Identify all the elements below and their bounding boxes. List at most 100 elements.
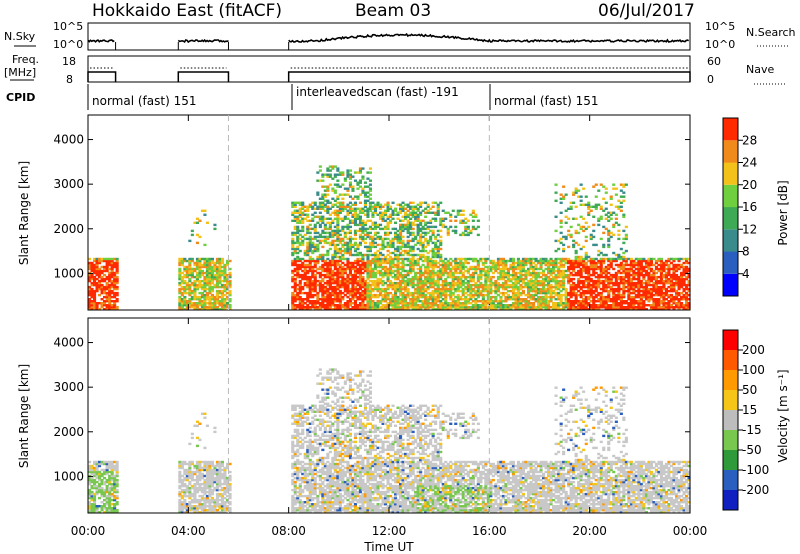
power-cell (481, 295, 485, 299)
power-cell (411, 285, 415, 289)
power-cell (532, 257, 536, 261)
power-cell (343, 217, 347, 220)
power-cell (431, 229, 435, 233)
power-cell (549, 273, 553, 277)
power-cell (632, 285, 636, 289)
power-cell (356, 217, 360, 220)
power-cell (451, 275, 455, 279)
power-cell (328, 227, 332, 231)
power-cell (597, 259, 601, 263)
power-cell (366, 257, 370, 261)
power-cell (220, 285, 224, 289)
power-cell (363, 263, 367, 267)
power-cell (338, 295, 342, 299)
power-cell (431, 265, 435, 269)
power-cell (424, 249, 428, 253)
power-cell (363, 209, 367, 212)
power-cell (368, 203, 372, 206)
power-cell (301, 219, 305, 222)
power-cell (318, 239, 322, 243)
power-cell (311, 237, 315, 241)
power-cell (328, 277, 332, 281)
power-cell (639, 306, 643, 309)
power-cell (439, 217, 443, 220)
power-cell (371, 271, 375, 275)
power-cell (318, 179, 322, 182)
power-cell (311, 306, 315, 309)
power-cell (326, 189, 330, 192)
power-cell (386, 295, 390, 299)
power-cell (579, 295, 583, 299)
power-cell (399, 289, 403, 293)
power-cell (190, 271, 194, 275)
power-cell (108, 277, 112, 281)
power-cell (338, 257, 342, 261)
power-cell (178, 287, 182, 291)
power-cell (446, 267, 450, 271)
power-cell (411, 247, 415, 251)
power-cell (426, 261, 430, 265)
power-cell (464, 302, 468, 305)
power-cell (491, 283, 495, 287)
power-cell (328, 207, 332, 210)
power-cell (308, 237, 312, 241)
power-cell (559, 201, 563, 204)
power-cell (624, 285, 628, 289)
power-cell (293, 211, 297, 214)
power-cell (371, 215, 375, 218)
power-cell (356, 283, 360, 287)
power-cell (328, 223, 332, 227)
power-cell (584, 289, 588, 293)
noise-line (177, 38, 229, 44)
power-cell (554, 261, 558, 265)
power-cell (527, 304, 531, 307)
power-cell (178, 259, 182, 263)
power-cell (218, 259, 222, 263)
power-cell (652, 263, 656, 267)
power-cell (394, 300, 398, 303)
power-cell (113, 265, 117, 269)
power-cell (316, 279, 320, 283)
power-cell (394, 263, 398, 267)
power-cell (291, 203, 295, 206)
power-cell (461, 281, 465, 285)
power-cell (203, 261, 207, 265)
power-cell (368, 300, 372, 303)
power-cell (419, 211, 423, 214)
power-cell (331, 302, 335, 305)
power-cell (459, 308, 463, 311)
power-cell (521, 259, 525, 263)
power-cell (346, 187, 350, 190)
power-cell (333, 239, 337, 243)
power-cells (88, 165, 691, 311)
power-cell (516, 289, 520, 293)
power-cell (599, 251, 603, 255)
power-cell (353, 219, 357, 222)
power-cell (602, 209, 606, 212)
power-cell (311, 283, 315, 287)
power-cell (208, 304, 212, 307)
power-cell (587, 289, 591, 293)
power-cell (381, 295, 385, 299)
power-cell (612, 291, 616, 295)
power-cell (431, 306, 435, 309)
power-cell (657, 257, 661, 261)
power-cell (406, 293, 410, 297)
power-cell (361, 223, 365, 227)
power-cell (394, 308, 398, 311)
power-cell (316, 293, 320, 297)
power-cell (489, 275, 493, 279)
power-cell (195, 285, 199, 289)
power-cell (499, 273, 503, 277)
power-cell (401, 241, 405, 245)
power-cell (619, 277, 623, 281)
power-cell (604, 273, 608, 277)
power-cell (547, 289, 551, 293)
power-cell (333, 277, 337, 281)
power-cell (609, 281, 613, 285)
power-cell (647, 300, 651, 303)
power-cell (298, 295, 302, 299)
power-cell (386, 257, 390, 261)
power-cell (607, 308, 611, 311)
power-cell (557, 281, 561, 285)
